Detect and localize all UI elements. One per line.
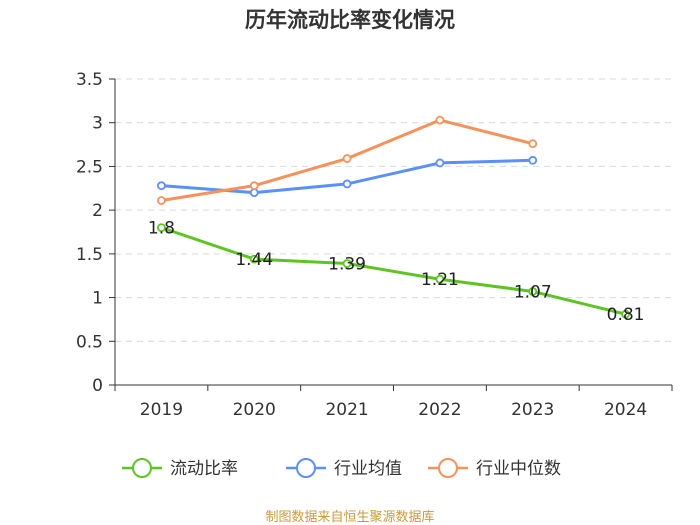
y-tick-label: 3 bbox=[92, 114, 103, 134]
x-tick-label: 2024 bbox=[604, 400, 647, 420]
data-point bbox=[435, 158, 445, 168]
data-point bbox=[157, 196, 166, 205]
data-point bbox=[249, 181, 259, 191]
data-label: 0.81 bbox=[607, 305, 645, 325]
x-tick-label: 2020 bbox=[233, 400, 276, 420]
y-tick-label: 0 bbox=[92, 376, 103, 396]
data-point bbox=[249, 188, 259, 198]
series-line-0 bbox=[160, 226, 626, 316]
y-tick-label: 1.5 bbox=[76, 245, 103, 265]
data-point bbox=[342, 179, 352, 189]
data-label: 1.8 bbox=[148, 219, 175, 239]
data-point bbox=[435, 274, 445, 284]
data-point bbox=[528, 139, 538, 149]
legend-marker bbox=[296, 458, 316, 478]
chart-title: 历年流动比率变化情况 bbox=[245, 8, 455, 32]
data-labels: 1.8 1.44 1.39 1.21 1.07 0.81 bbox=[148, 219, 645, 326]
legend-item[interactable]: 行业均值 bbox=[286, 458, 402, 479]
legend-label: 流动比率 bbox=[170, 459, 238, 479]
data-point bbox=[157, 223, 166, 233]
y-tick-label: 2 bbox=[92, 201, 103, 221]
data-point bbox=[528, 287, 538, 296]
data-point bbox=[157, 181, 166, 191]
y-tick-label: 1 bbox=[92, 289, 103, 309]
x-tick-label: 2023 bbox=[511, 400, 554, 420]
source-note: 制图数据来自恒生聚源数据库 bbox=[265, 509, 434, 525]
data-label: 1.39 bbox=[328, 254, 366, 274]
gridlines bbox=[115, 78, 672, 342]
y-tick-label: 3.5 bbox=[76, 70, 103, 90]
data-label: 1.44 bbox=[235, 250, 273, 270]
x-tick-label: 2019 bbox=[140, 400, 183, 420]
data-point bbox=[435, 115, 445, 125]
legend-item[interactable]: 行业中位数 bbox=[428, 458, 561, 479]
x-tick-label: 2021 bbox=[325, 400, 368, 420]
data-point bbox=[342, 154, 352, 163]
data-point bbox=[342, 259, 352, 268]
legend-marker bbox=[132, 458, 152, 478]
data-label: 1.07 bbox=[514, 282, 552, 302]
legend-marker bbox=[438, 458, 458, 478]
legend-label: 行业均值 bbox=[334, 459, 402, 479]
y-tick-label: 0.5 bbox=[76, 332, 103, 352]
axes: 0 0.5 1 1.5 2 2.5 3 3.5 2019 2020 2021 2022 2023 2024 bbox=[76, 70, 673, 420]
x-tick-label: 2022 bbox=[418, 400, 461, 420]
data-point bbox=[621, 309, 630, 319]
data-point bbox=[528, 155, 538, 165]
legend[interactable]: 流动比率 行业均值 行业中位数 bbox=[122, 458, 561, 479]
data-point bbox=[249, 254, 259, 264]
series-group bbox=[157, 115, 630, 319]
legend-item[interactable]: 流动比率 bbox=[122, 458, 238, 479]
y-tick-label: 2.5 bbox=[76, 157, 103, 177]
legend-label: 行业中位数 bbox=[476, 459, 561, 479]
data-label: 1.21 bbox=[421, 270, 459, 290]
